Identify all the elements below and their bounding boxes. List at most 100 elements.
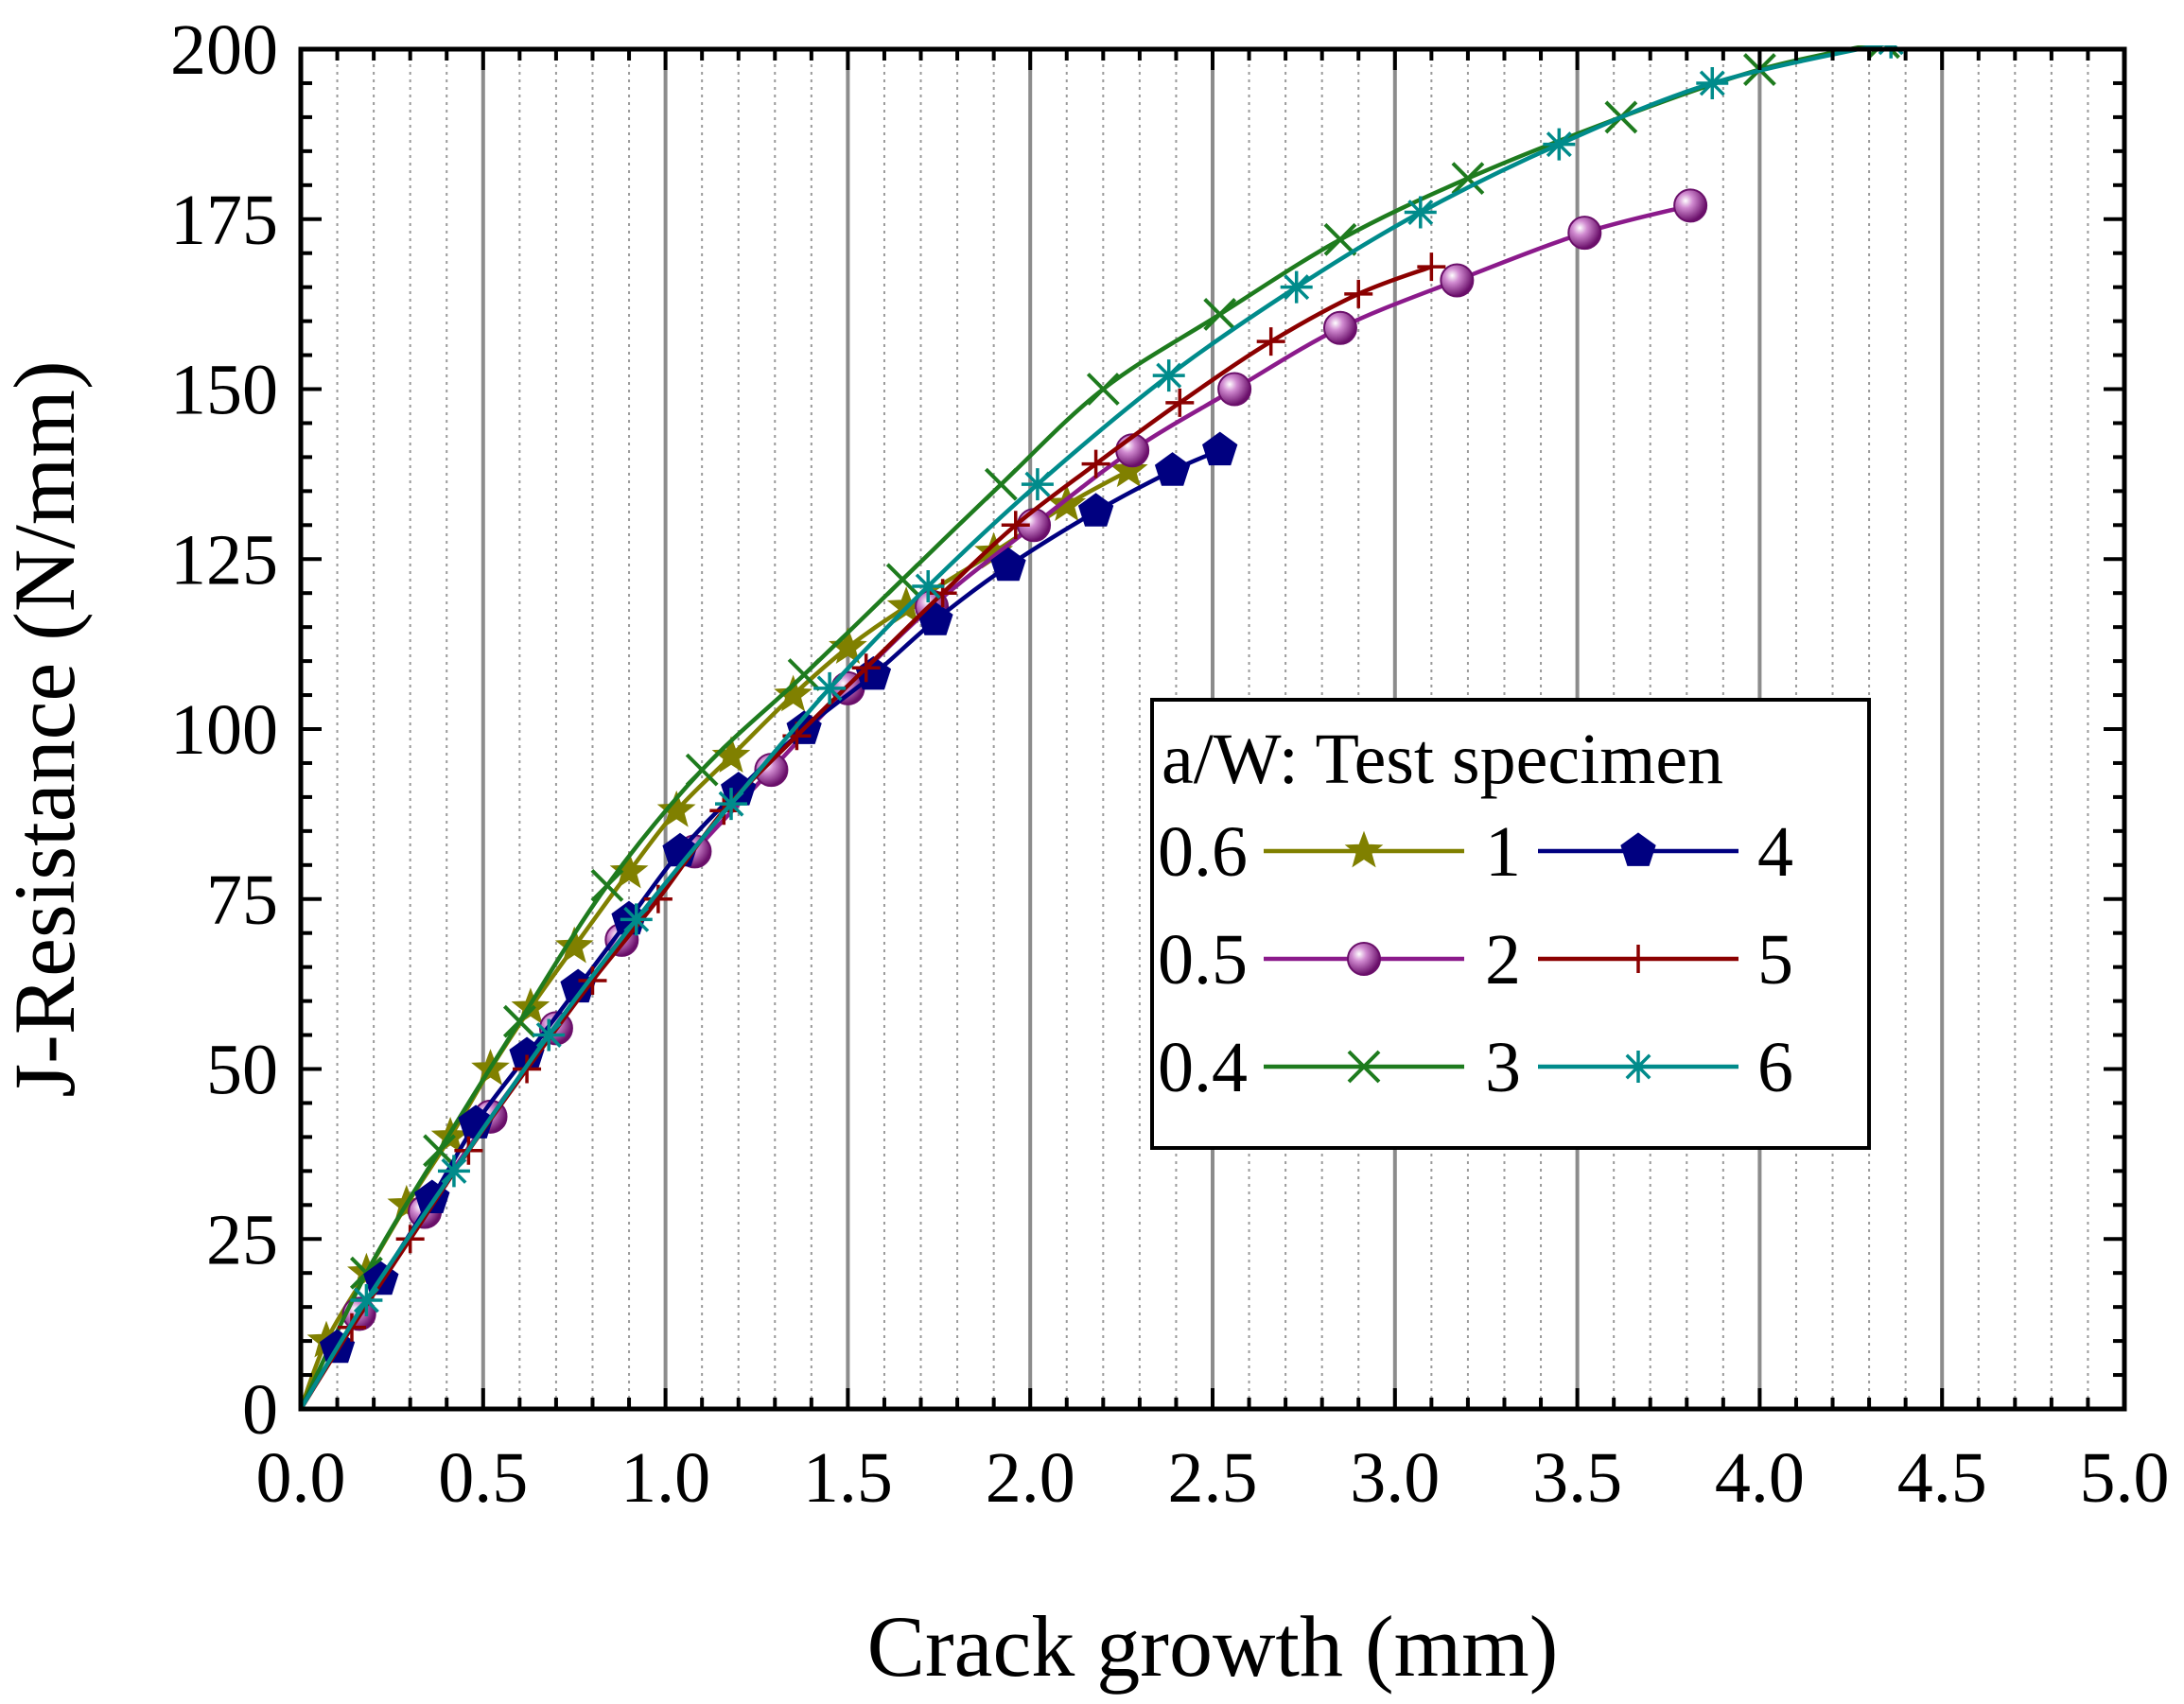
data-point-3 [984,467,1018,501]
legend-label-2: 2 [1485,920,1521,1000]
legend-label-4: 4 [1757,812,1793,892]
data-point-6 [437,1155,470,1188]
data-point-2 [1322,310,1357,345]
y-tick-label: 175 [170,181,278,260]
legend-aw-label: 0.6 [1158,812,1248,892]
data-point-3 [1323,222,1357,256]
legend-marker-4 [1620,832,1656,866]
data-point-1 [609,851,649,889]
data-point-5 [1081,449,1110,478]
legend-box [1150,698,1871,1150]
x-tick-label: 0.5 [438,1438,528,1518]
data-point-1 [829,627,867,665]
data-point-3 [1203,297,1237,331]
legend-label-5: 5 [1757,920,1793,1000]
data-point-5 [578,966,607,996]
data-point-2 [1217,372,1252,407]
data-point-5 [851,653,881,683]
data-point-1 [656,790,696,827]
data-point-4 [1202,431,1238,466]
y-tick-label: 75 [206,861,278,940]
x-axis-title: Crack growth (mm) [867,1598,1559,1695]
y-tick-label: 150 [170,351,278,430]
data-point-3 [1867,45,1900,60]
data-point-6 [1543,128,1576,161]
data-point-3 [502,1004,536,1038]
x-tick-label: 5.0 [2080,1438,2170,1518]
x-tick-label: 2.5 [1168,1438,1258,1518]
legend: a/W: Test specimen 0.6 1 4 0.5 2 5 0.4 3 6 [1150,698,1871,1150]
data-point-3 [1451,162,1485,196]
legend-label-3: 3 [1485,1028,1521,1107]
data-point-5 [1344,279,1373,308]
data-point-6 [1152,359,1185,392]
legend-label-1: 1 [1485,812,1521,892]
data-point-6 [912,570,945,603]
legend-title: a/W: Test specimen [1162,720,1723,799]
legend-marker-2 [1347,942,1381,976]
y-tick-label: 0 [242,1370,278,1450]
data-point-3 [590,868,624,902]
series-line-4 [301,448,1221,1411]
y-tick-label: 200 [170,10,278,90]
data-point-4 [1154,452,1191,486]
data-point-5 [1417,252,1446,282]
data-point-1 [774,674,812,712]
data-point-1 [554,926,594,964]
data-point-4 [1077,493,1114,527]
data-point-5 [1001,511,1030,540]
x-tick-label: 4.0 [1715,1438,1805,1518]
y-axis-title: J-Resistance (N/mm) [0,360,93,1097]
data-point-6 [1280,270,1313,304]
data-point-5 [1165,388,1195,417]
data-point-6 [620,903,653,936]
x-tick-label: 4.5 [1897,1438,1987,1518]
y-tick-label: 100 [170,690,278,770]
data-point-6 [813,671,847,704]
series-line-3 [301,45,1880,1410]
y-tick-label: 125 [170,520,278,600]
data-point-5 [1256,327,1285,356]
data-point-3 [787,658,821,691]
data-point-6 [533,1018,566,1052]
x-tick-label: 0.0 [256,1438,346,1518]
data-point-2 [1567,216,1602,251]
data-point-3 [423,1134,456,1168]
legend-label-6: 6 [1757,1028,1793,1107]
series-4 [301,431,1238,1411]
legend-marker-1 [1344,830,1384,868]
legend-marker-3 [1347,1050,1381,1084]
legend-aw-label: 0.5 [1158,920,1248,1000]
data-point-3 [885,563,919,597]
legend-marker-5 [1624,945,1652,973]
data-point-6 [1878,45,1904,59]
data-point-2 [1440,263,1475,298]
data-point-2 [1673,188,1708,223]
data-point-6 [1404,196,1437,229]
x-tick-label: 1.5 [803,1438,893,1518]
data-series [301,45,1904,1411]
series-1 [301,450,1148,1410]
data-point-1 [1047,484,1087,522]
data-point-5 [395,1225,425,1254]
y-tick-label: 50 [206,1031,278,1110]
data-point-6 [1021,468,1054,501]
x-tick-label: 3.5 [1532,1438,1622,1518]
data-point-3 [685,753,719,787]
data-point-6 [350,1283,383,1316]
legend-aw-label: 0.4 [1158,1028,1248,1107]
series-6 [301,45,1904,1411]
legend-marker-6 [1622,1051,1654,1083]
axes: 0.0 0.5 1.0 1.5 2.0 2.5 3.0 3.5 4.0 4.5 5.00255075… [0,10,2170,1695]
x-tick-label: 3.0 [1350,1438,1440,1518]
series-line-1 [301,468,1130,1410]
data-point-4 [990,547,1026,582]
x-tick-label: 2.0 [986,1438,1075,1518]
data-point-6 [1696,66,1729,99]
y-tick-label: 25 [206,1200,278,1279]
data-point-3 [1086,373,1120,406]
x-tick-label: 1.0 [620,1438,710,1518]
data-point-6 [715,788,748,821]
data-point-1 [711,736,751,774]
